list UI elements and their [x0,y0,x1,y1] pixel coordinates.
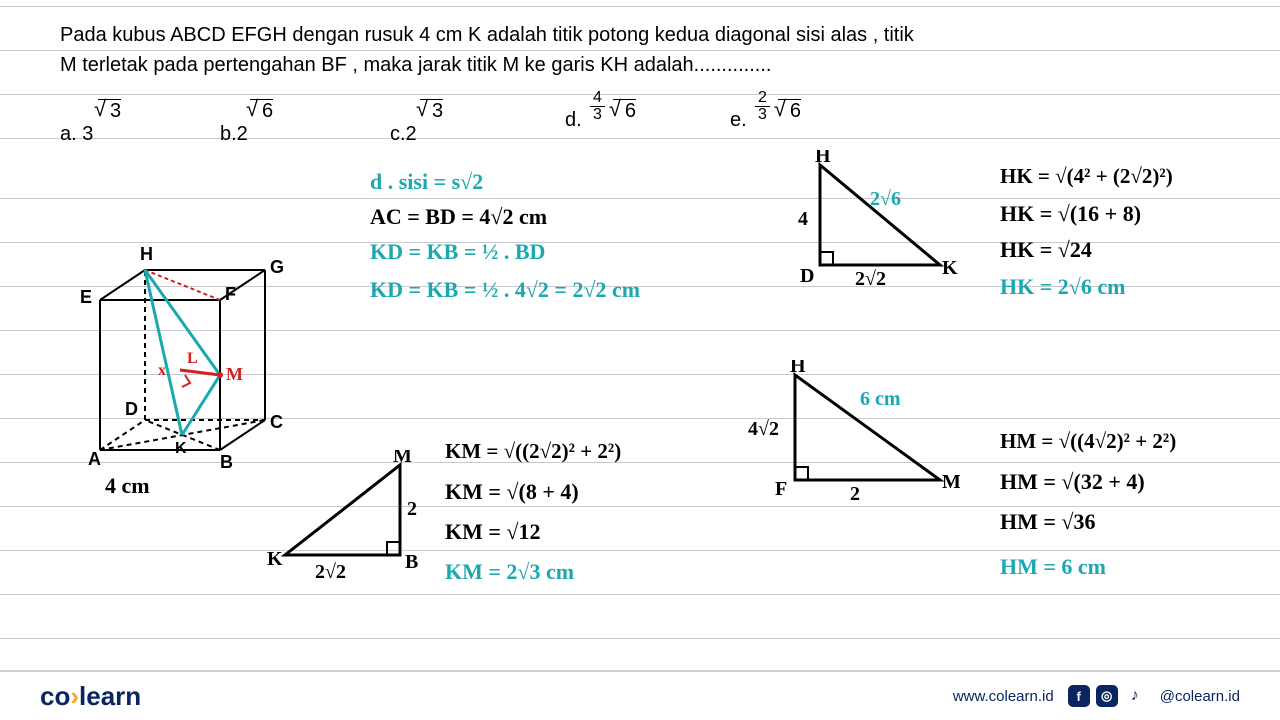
work-kd2: KD = KB = ½ . 4√2 = 2√2 cm [370,278,640,302]
svg-text:2√6: 2√6 [870,188,901,210]
svg-text:2: 2 [407,498,417,520]
svg-text:4: 4 [798,208,808,230]
work-hm3: HM = √36 [1000,510,1096,534]
footer-url: www.colearn.id [953,688,1054,705]
option-a: 3 a. 3 [60,95,220,146]
svg-text:x: x [158,362,166,379]
triangle-kbm: M K B 2 2√2 [265,450,435,590]
answer-options: 3 a. 3 6 b.2 3 c.2 43 6 d. 23 6 e. [60,95,880,146]
svg-text:B: B [405,551,418,573]
option-d: 43 6 d. [565,95,730,146]
work-hm1: HM = √((4√2)² + 2²) [1000,430,1176,453]
work-ac: AC = BD = 4√2 cm [370,205,547,229]
svg-text:M: M [393,450,412,467]
footer-right: www.colearn.id f ◎ ♪ @colearn.id [953,685,1240,707]
svg-text:K: K [267,548,283,570]
svg-text:M: M [942,471,960,493]
svg-text:H: H [790,360,806,377]
work-hk3: HK = √24 [1000,238,1092,262]
svg-text:2: 2 [850,483,860,505]
svg-text:4 cm: 4 cm [105,473,150,498]
svg-text:K: K [175,440,187,457]
svg-text:6 cm: 6 cm [860,388,901,410]
option-b: 6 b.2 [220,95,390,146]
triangle-hdk: H D K 4 2√2 2√6 [780,150,960,290]
svg-text:F: F [225,284,236,304]
question-line1: Pada kubus ABCD EFGH dengan rusuk 4 cm K… [60,20,1220,50]
work-hm4: HM = 6 cm [1000,555,1106,579]
option-c: 3 c.2 [390,95,565,146]
work-kd1: KD = KB = ½ . BD [370,240,545,264]
svg-text:G: G [270,257,284,277]
footer: co›learn www.colearn.id f ◎ ♪ @colearn.i… [0,670,1280,720]
facebook-icon[interactable]: f [1068,685,1090,707]
svg-text:F: F [775,478,787,500]
question-line2: M terletak pada pertengahan BF , maka ja… [60,50,1220,80]
svg-text:M: M [226,364,243,384]
svg-text:B: B [220,452,233,472]
work-hk4: HK = 2√6 cm [1000,275,1125,299]
svg-text:D: D [800,265,814,287]
svg-text:2√2: 2√2 [315,561,346,583]
option-e: 23 6 e. [730,95,880,146]
work-km4: KM = 2√3 cm [445,560,574,584]
social-icons: f ◎ ♪ [1068,685,1146,707]
brand-logo: co›learn [40,681,141,712]
svg-text:L: L [187,350,198,367]
svg-text:K: K [942,257,958,279]
svg-text:D: D [125,399,138,419]
work-km1: KM = √((2√2)² + 2²) [445,440,621,463]
work-km3: KM = √12 [445,520,541,544]
svg-text:4√2: 4√2 [748,418,779,440]
svg-text:A: A [88,449,101,469]
logo-dot: › [70,681,79,711]
work-km2: KM = √(8 + 4) [445,480,579,504]
cube-diagram: x L M A B C D E F G H K 4 cm [40,175,300,505]
tiktok-icon[interactable]: ♪ [1124,685,1146,707]
instagram-icon[interactable]: ◎ [1096,685,1118,707]
work-hk1: HK = √(4² + (2√2)²) [1000,165,1173,188]
work-dsisi: d . sisi = s√2 [370,170,483,194]
svg-text:E: E [80,287,92,307]
svg-text:C: C [270,412,283,432]
triangle-hfm: H F M 4√2 2 6 cm [740,360,960,510]
question-text: Pada kubus ABCD EFGH dengan rusuk 4 cm K… [60,20,1220,80]
svg-text:H: H [815,150,831,167]
work-hm2: HM = √(32 + 4) [1000,470,1145,494]
work-hk2: HK = √(16 + 8) [1000,202,1141,226]
footer-handle: @colearn.id [1160,688,1240,705]
svg-text:2√2: 2√2 [855,268,886,290]
svg-text:H: H [140,244,153,264]
